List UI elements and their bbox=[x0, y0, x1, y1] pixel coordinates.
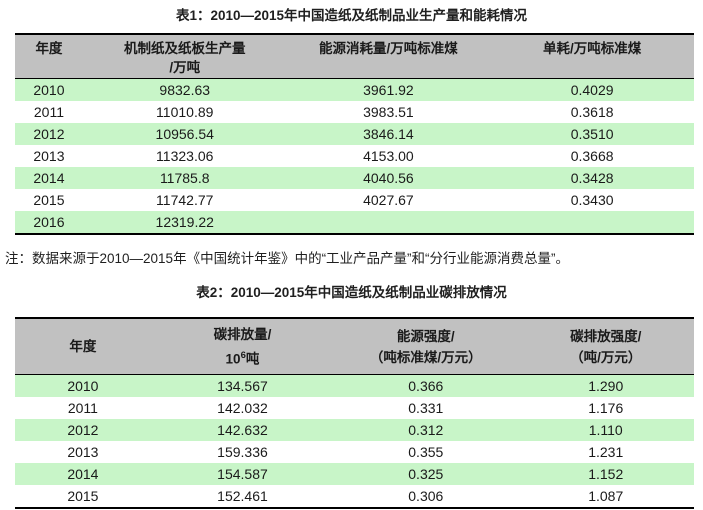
table1-title: 表1：2010—2015年中国造纸及纸制品业生产量和能耗情况 bbox=[175, 8, 528, 23]
table1-body: 2010 9832.63 3961.92 0.4029 2011 11010.89 3983… bbox=[15, 78, 694, 234]
table1-cell: 11010.89 bbox=[156, 104, 214, 120]
table2-cell: 0.331 bbox=[408, 400, 444, 416]
table1-row: 2010 9832.63 3961.92 0.4029 bbox=[15, 78, 694, 101]
table2-body: 2010 134.567 0.366 1.290 2011 142.032 0.331 1.1… bbox=[15, 374, 694, 508]
table2-header-carbon-unit: 吨 bbox=[245, 351, 260, 367]
table1-cell: 3983.51 bbox=[363, 104, 414, 120]
table1-cell: 11323.06 bbox=[156, 148, 214, 164]
table2-cell: 0.312 bbox=[408, 422, 444, 438]
table2-header-carbon-base: 10 bbox=[225, 351, 241, 367]
table1-cell: 0.3430 bbox=[570, 192, 614, 208]
source-note: 注：数据来源于2010—2015年《中国统计年鉴》中的“工业产品产量”和“分行业… bbox=[5, 251, 570, 266]
table1-header-production-line1: 机制纸及纸板生产量 bbox=[123, 41, 246, 56]
table2-cell: 1.231 bbox=[588, 444, 624, 460]
table2-header-row: 年度 碳排放量/ 106吨 能源强度/ （吨标准煤/万元） 碳排放强度/ （吨/… bbox=[15, 318, 694, 375]
table1-cell: 2010 bbox=[33, 82, 65, 98]
table1-cell: 10956.54 bbox=[155, 126, 214, 142]
table2-cell: 0.366 bbox=[408, 378, 444, 394]
table2-row: 2015 152.461 0.306 1.087 bbox=[15, 485, 694, 508]
table2-cell: 2013 bbox=[67, 444, 99, 460]
table2-cell: 159.336 bbox=[217, 444, 268, 460]
table2-header-energy-intensity: 能源强度/ （吨标准煤/万元） bbox=[334, 318, 518, 375]
table1-cell: 2013 bbox=[33, 148, 65, 164]
table2-header-carbon-emission-line2: 106吨 bbox=[151, 345, 334, 370]
table1-cell: 2016 bbox=[33, 214, 65, 230]
table2-cell: 1.152 bbox=[588, 466, 624, 482]
table2-header-year: 年度 bbox=[15, 318, 151, 375]
table1-cell: 11742.77 bbox=[156, 192, 214, 208]
table1-cell: 0.3668 bbox=[570, 148, 614, 164]
table2-row: 2014 154.587 0.325 1.152 bbox=[15, 463, 694, 485]
table1-cell bbox=[490, 211, 694, 234]
table2-header-energy-intensity-line1: 能源强度/ bbox=[396, 328, 455, 344]
table1-cell: 12319.22 bbox=[155, 214, 214, 230]
table2: 年度 碳排放量/ 106吨 能源强度/ （吨标准煤/万元） 碳排放强度/ （吨/… bbox=[15, 317, 694, 509]
table1-cell: 0.3618 bbox=[570, 104, 614, 120]
table1-cell: 0.4029 bbox=[570, 82, 614, 98]
table2-cell: 1.087 bbox=[588, 488, 624, 504]
table1-cell: 4027.67 bbox=[363, 192, 414, 208]
table1-cell: 4040.56 bbox=[363, 170, 414, 186]
table1-header-production: 机制纸及纸板生产量 /万吨 bbox=[82, 34, 287, 79]
table1-cell: 4153.00 bbox=[363, 148, 414, 164]
table2-cell: 0.355 bbox=[408, 444, 444, 460]
table1-row: 2013 11323.06 4153.00 0.3668 bbox=[15, 145, 694, 167]
table2-row: 2012 142.632 0.312 1.110 bbox=[15, 419, 694, 441]
table2-cell: 1.110 bbox=[588, 422, 623, 438]
table1-cell: 9832.63 bbox=[159, 82, 211, 98]
table2-cell: 0.325 bbox=[408, 466, 444, 482]
table1-header-year: 年度 bbox=[15, 34, 83, 79]
table1-cell: 2015 bbox=[33, 192, 65, 208]
table2-cell: 142.632 bbox=[217, 422, 268, 438]
table2-header-carbon-intensity-line2: （吨/万元） bbox=[570, 349, 642, 365]
table1-row: 2011 11010.89 3983.51 0.3618 bbox=[15, 101, 694, 123]
table2-cell: 0.306 bbox=[408, 488, 444, 504]
table1-cell: 11785.8 bbox=[159, 170, 210, 186]
table1-header-unit-consumption: 单耗/万吨标准煤 bbox=[490, 34, 694, 79]
table2-header-carbon-exponent: 6 bbox=[240, 349, 246, 361]
table2-row: 2010 134.567 0.366 1.290 bbox=[15, 374, 694, 397]
table2-cell: 142.032 bbox=[217, 400, 268, 416]
table1-cell: 2014 bbox=[33, 170, 65, 186]
table1: 年度 机制纸及纸板生产量 /万吨 能源消耗量/万吨标准煤 单耗/万吨标准煤 20… bbox=[15, 33, 694, 235]
table1-header-production-line2: /万吨 bbox=[169, 60, 201, 75]
table1-row: 2016 12319.22 bbox=[15, 211, 694, 234]
table2-cell: 2015 bbox=[67, 488, 99, 504]
table1-cell: 2012 bbox=[33, 126, 65, 142]
table2-header-energy-intensity-line2: （吨标准煤/万元） bbox=[369, 349, 482, 365]
table2-cell: 2011 bbox=[67, 400, 98, 416]
table1-row: 2012 10956.54 3846.14 0.3510 bbox=[15, 123, 694, 145]
table2-cell: 1.176 bbox=[588, 400, 624, 416]
table1-header-energy: 能源消耗量/万吨标准煤 bbox=[286, 34, 491, 79]
table2-cell: 134.567 bbox=[217, 378, 268, 394]
table2-cell: 2014 bbox=[67, 466, 99, 482]
table2-header-carbon-emission-line1: 碳排放量/ bbox=[213, 326, 272, 342]
table1-row: 2015 11742.77 4027.67 0.3430 bbox=[15, 189, 694, 211]
table2-row: 2011 142.032 0.331 1.176 bbox=[15, 397, 694, 419]
table2-cell: 152.461 bbox=[217, 488, 268, 504]
table2-title: 表2：2010—2015年中国造纸及纸制品业碳排放情况 bbox=[196, 285, 507, 300]
table2-cell: 2010 bbox=[67, 378, 99, 394]
table2-cell: 2012 bbox=[67, 422, 99, 438]
table2-row: 2013 159.336 0.355 1.231 bbox=[15, 441, 694, 463]
table1-header-row: 年度 机制纸及纸板生产量 /万吨 能源消耗量/万吨标准煤 单耗/万吨标准煤 bbox=[15, 34, 694, 79]
table1-cell: 3961.92 bbox=[363, 82, 414, 98]
table2-header-carbon-intensity-line1: 碳排放强度/ bbox=[570, 328, 642, 344]
table2-header-carbon-intensity: 碳排放强度/ （吨/万元） bbox=[517, 318, 694, 375]
table2-cell: 1.290 bbox=[588, 378, 624, 394]
table1-cell bbox=[287, 211, 491, 234]
table1-cell: 0.3428 bbox=[570, 170, 614, 186]
table1-cell: 3846.14 bbox=[363, 126, 414, 142]
table2-header-carbon-emission: 碳排放量/ 106吨 bbox=[150, 318, 335, 375]
table2-cell: 154.587 bbox=[217, 466, 268, 482]
table1-cell: 2011 bbox=[33, 104, 64, 120]
table1-row: 2014 11785.8 4040.56 0.3428 bbox=[15, 167, 694, 189]
table1-cell: 0.3510 bbox=[570, 126, 614, 142]
